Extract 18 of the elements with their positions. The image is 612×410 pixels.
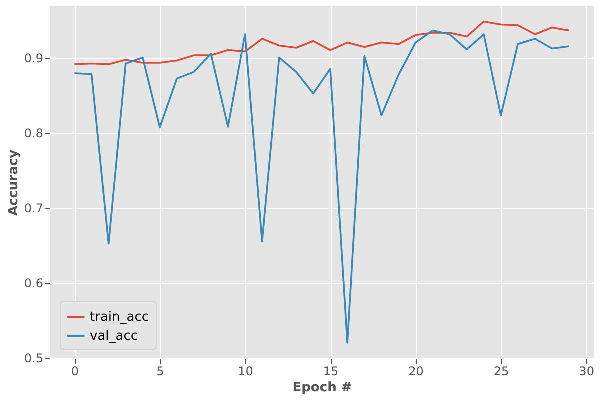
y-axis-title: Accuracy xyxy=(6,149,22,216)
y-tick-label: 0.7 xyxy=(24,201,44,216)
line-series xyxy=(74,20,570,66)
y-tick-label: 0.6 xyxy=(24,276,44,290)
x-tick-label: 30 xyxy=(579,364,594,378)
x-tick-label: 20 xyxy=(408,364,424,378)
x-tick-label: 10 xyxy=(238,364,254,378)
x-axis-title: Epoch # xyxy=(292,380,352,396)
line-series xyxy=(74,30,570,344)
y-tick-label: 0.5 xyxy=(24,351,44,366)
legend-label: val_acc xyxy=(90,329,138,344)
legend-label: train_acc xyxy=(90,310,150,325)
y-tick-label: 0.8 xyxy=(24,126,44,140)
y-tick-label: 0.9 xyxy=(24,51,44,66)
x-tick-label: 0 xyxy=(71,364,80,378)
x-tick-label: 25 xyxy=(494,364,510,378)
x-tick-label: 15 xyxy=(323,364,339,378)
x-tick-label: 5 xyxy=(156,364,164,378)
